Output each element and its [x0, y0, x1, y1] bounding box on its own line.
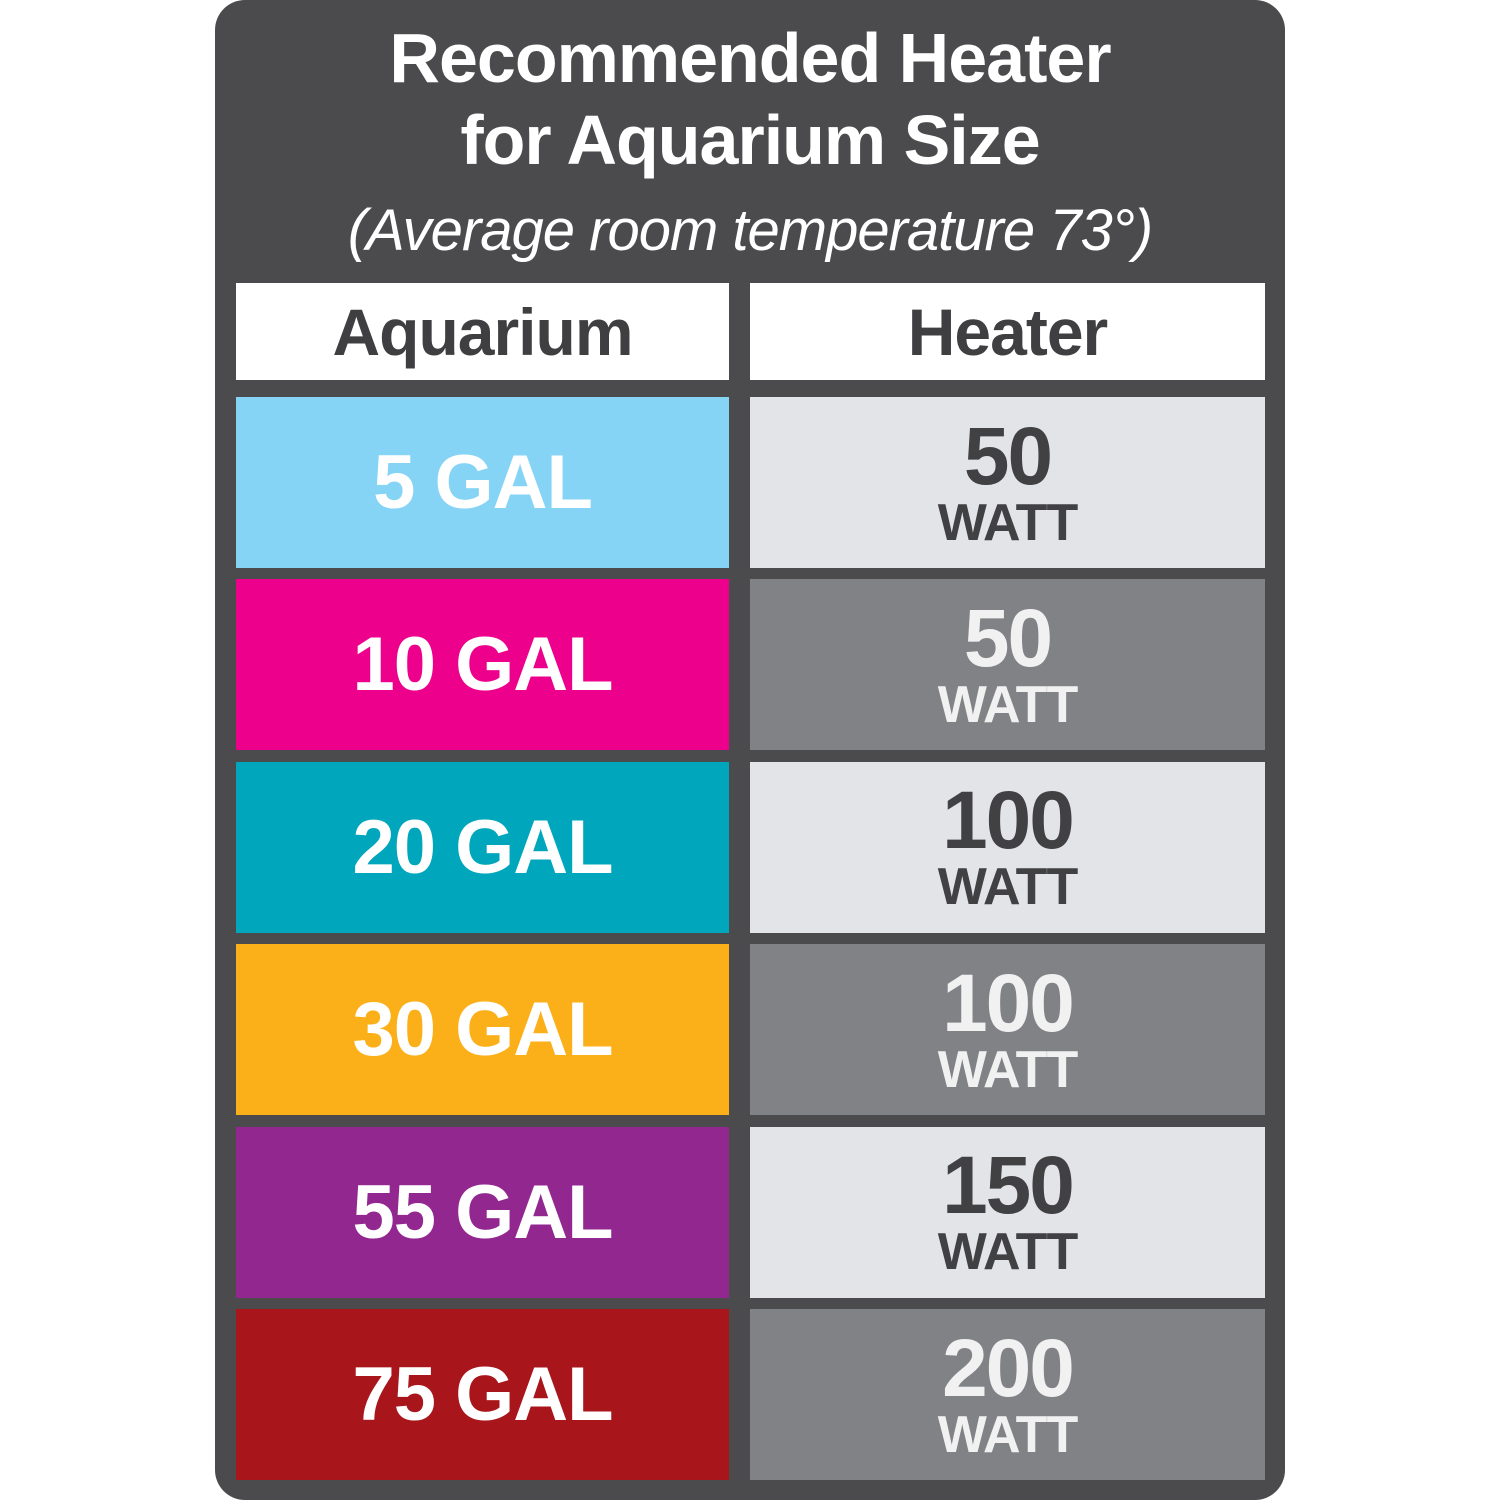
- heater-wattage-cell: 100 WATT: [750, 944, 1265, 1116]
- wattage-value: 50: [963, 410, 1053, 502]
- header-aquarium: Aquarium: [236, 283, 729, 380]
- wattage-value: 100: [942, 957, 1075, 1049]
- aquarium-size-cell: 30 GAL: [236, 944, 729, 1116]
- wattage-unit: WATT: [937, 493, 1078, 552]
- wattage-value: 50: [963, 592, 1053, 684]
- heater-wattage-cell: 150 WATT: [750, 1126, 1265, 1298]
- header-heater: Heater: [750, 283, 1265, 380]
- heater-chart-panel: Recommended Heater for Aquarium Size (Av…: [215, 0, 1285, 1500]
- aquarium-size-cell: 5 GAL: [236, 397, 729, 568]
- heater-wattage-cell: 200 WATT: [750, 1309, 1265, 1480]
- wattage-value: 200: [942, 1322, 1075, 1414]
- subtitle: (Average room temperature 73°): [347, 198, 1154, 263]
- title-line-2: for Aquarium Size: [460, 101, 1040, 179]
- wattage-unit: WATT: [937, 1405, 1078, 1464]
- wattage-value: 150: [942, 1140, 1075, 1232]
- aquarium-size-cell: 75 GAL: [236, 1309, 729, 1480]
- title-line-1: Recommended Heater: [389, 19, 1111, 97]
- heater-wattage-cell: 50 WATT: [750, 579, 1265, 751]
- aquarium-size-cell: 55 GAL: [236, 1126, 729, 1298]
- heater-wattage-cell: 100 WATT: [750, 761, 1265, 933]
- wattage-unit: WATT: [937, 1040, 1078, 1099]
- aquarium-size-cell: 20 GAL: [236, 761, 729, 933]
- aquarium-size-cell: 10 GAL: [236, 579, 729, 751]
- wattage-value: 100: [942, 775, 1075, 867]
- wattage-unit: WATT: [937, 858, 1078, 917]
- wattage-unit: WATT: [937, 675, 1078, 734]
- heater-wattage-cell: 50 WATT: [750, 397, 1265, 568]
- wattage-unit: WATT: [937, 1223, 1078, 1282]
